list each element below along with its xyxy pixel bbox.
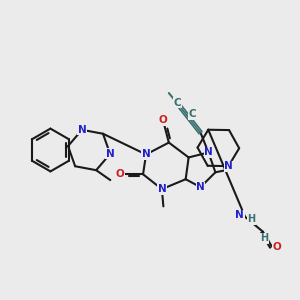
Text: H: H <box>260 233 268 243</box>
Text: C: C <box>173 98 181 107</box>
Text: N: N <box>224 161 233 171</box>
Text: O: O <box>158 115 167 125</box>
Text: N: N <box>142 149 150 160</box>
Text: N: N <box>158 184 166 194</box>
Text: O: O <box>116 169 124 179</box>
Text: O: O <box>273 242 282 252</box>
Text: N: N <box>196 182 205 192</box>
Text: H: H <box>248 214 256 224</box>
Text: N: N <box>106 149 115 159</box>
Text: C: C <box>188 110 196 119</box>
Text: N: N <box>236 210 244 220</box>
Text: N: N <box>78 125 86 135</box>
Text: N: N <box>204 148 213 158</box>
